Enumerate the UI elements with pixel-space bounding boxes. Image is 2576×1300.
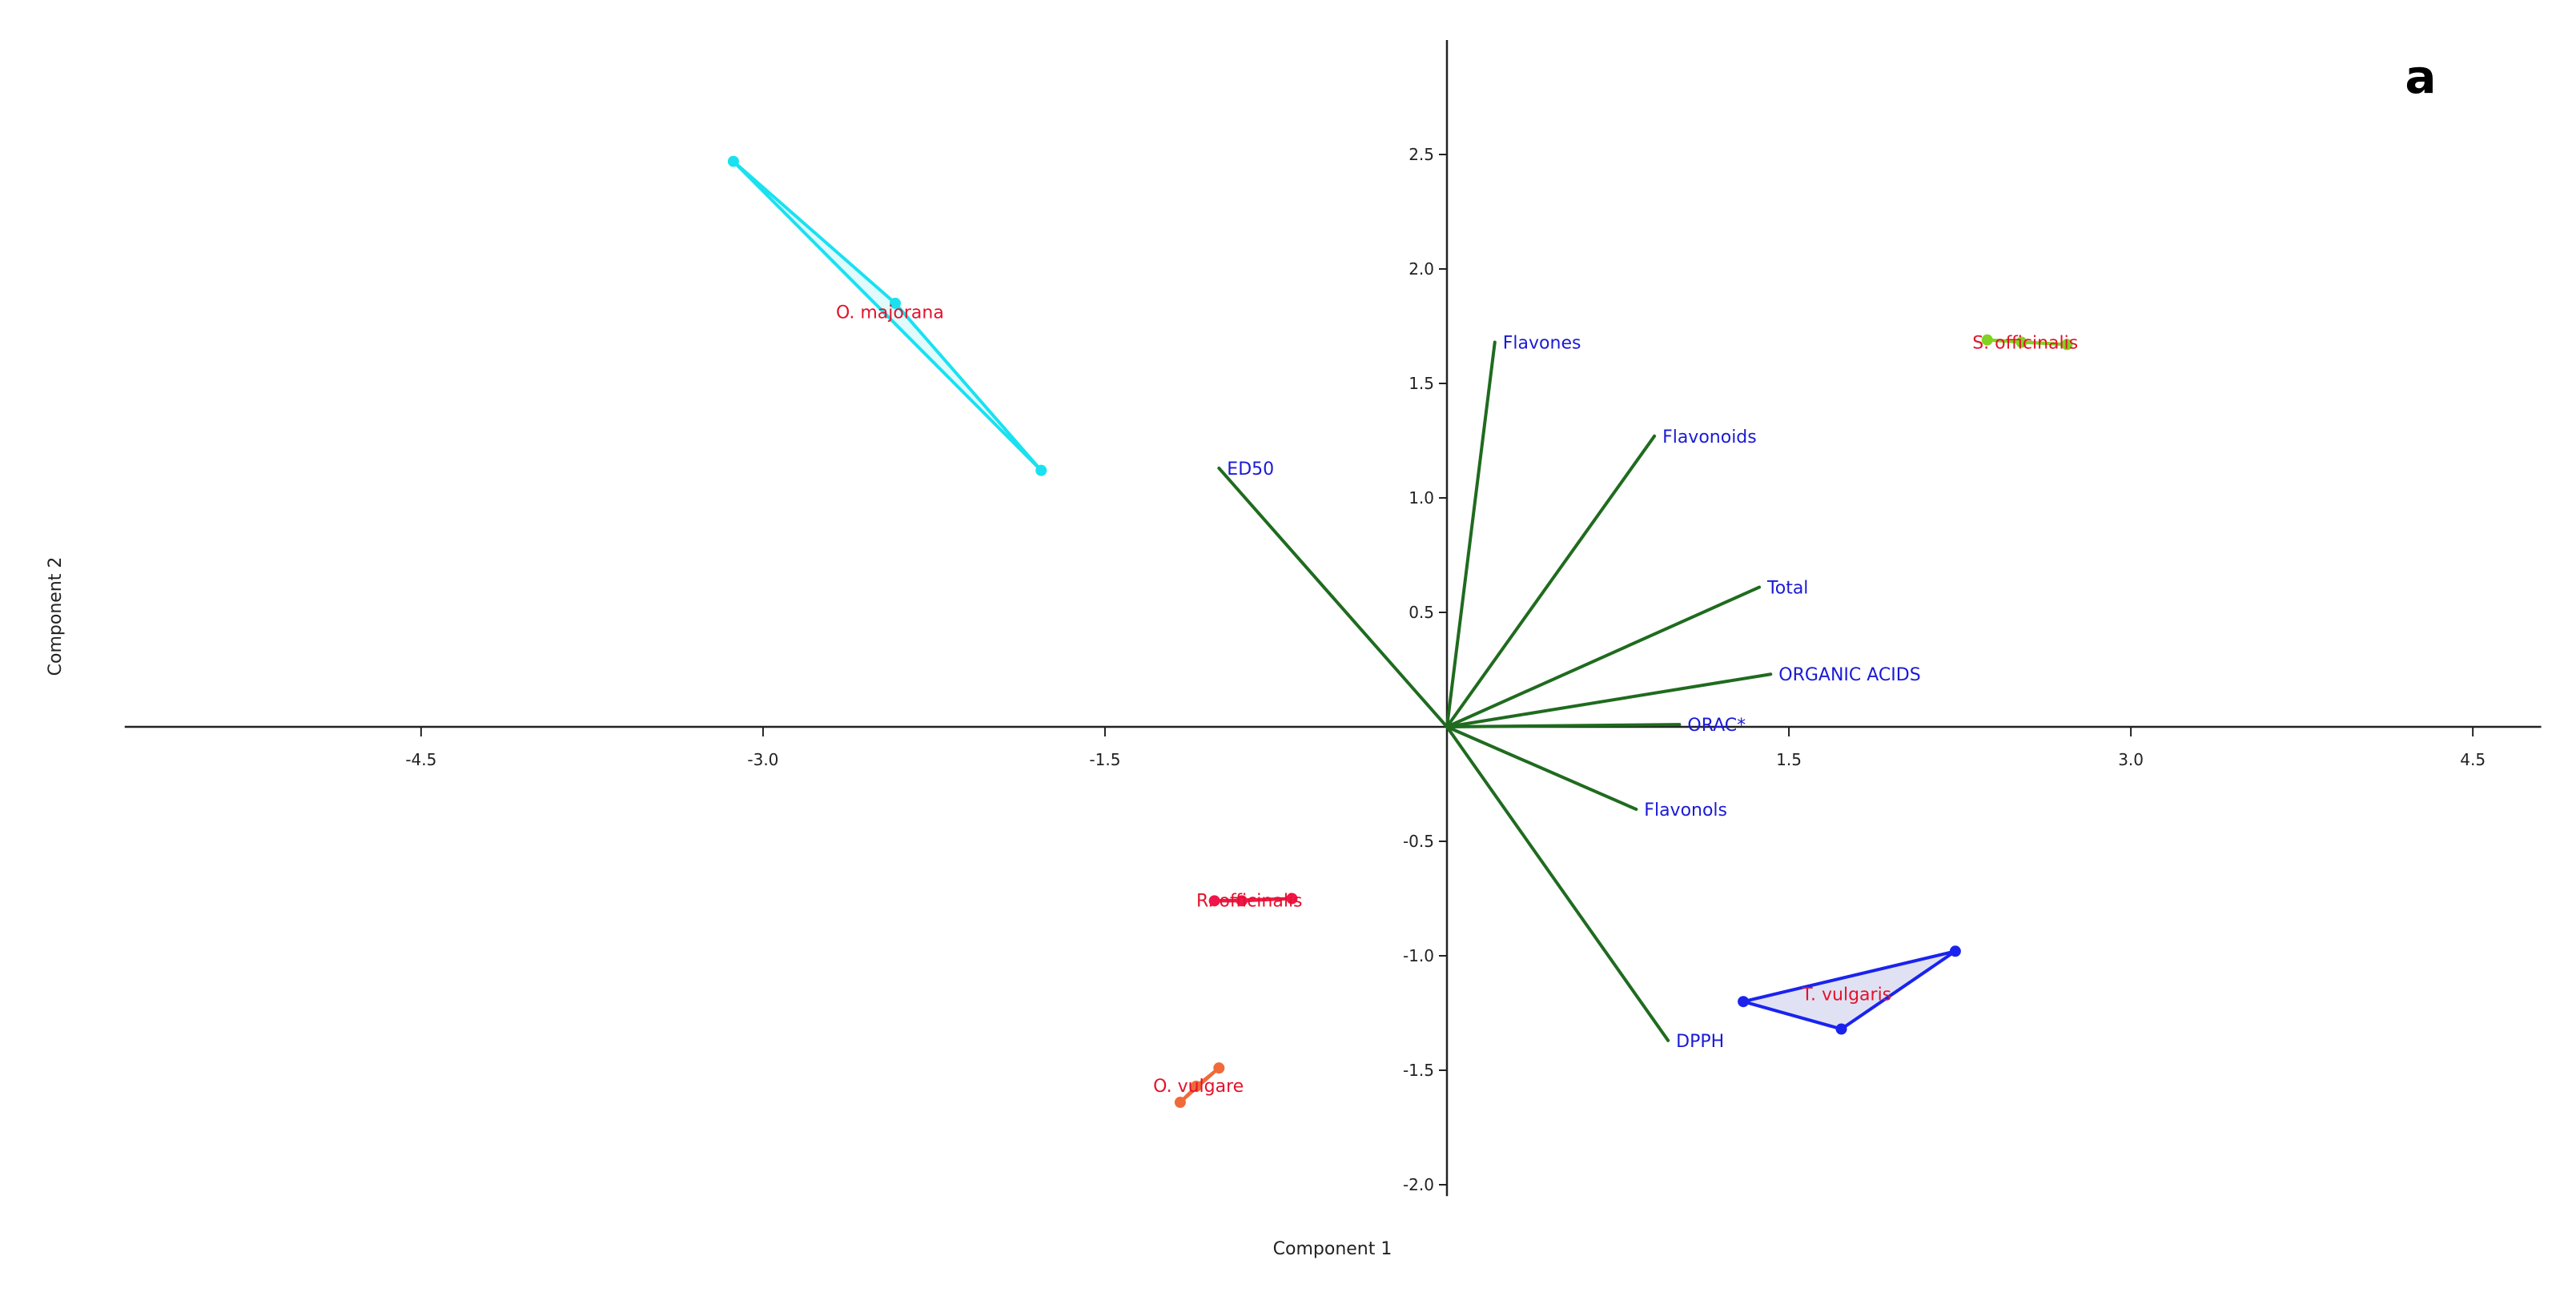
group-label-s-officinalis: S. officinalis [1972, 334, 2078, 354]
y-tick-label: -2.0 [1403, 1175, 1434, 1194]
loading-label-orac: ORAC* [1687, 716, 1746, 736]
group-point-o-majorana [1035, 464, 1047, 476]
loading-vector-organic-acids [1445, 672, 1773, 728]
group-point-o-vulgare [1190, 1081, 1202, 1093]
y-tick-label: -1.5 [1403, 1061, 1434, 1080]
loading-label-flavones: Flavones [1503, 334, 1581, 354]
group-point-t-vulgaris [1738, 996, 1750, 1008]
loading-vector-flavonoids [1445, 434, 1657, 728]
loading-vector-orac [1445, 723, 1682, 728]
group-point-s-officinalis [2015, 336, 2027, 348]
loading-label-flavonoids: Flavonoids [1662, 427, 1757, 447]
loading-vector-ed50 [1217, 466, 1449, 728]
y-tick-label: 2.5 [1409, 145, 1434, 164]
loading-label-dpph: DPPH [1676, 1032, 1724, 1052]
loading-label-flavonols: Flavonols [1644, 800, 1727, 821]
group-point-r-officinalis [1208, 895, 1220, 907]
group-label-t-vulgaris: T. vulgaris [1801, 985, 1891, 1005]
group-point-o-vulgare [1174, 1097, 1186, 1109]
loading-vector-flavonols [1445, 725, 1638, 811]
y-tick-label: 1.5 [1409, 374, 1434, 393]
x-tick-label: 1.5 [1776, 750, 1802, 769]
y-tick-label: -1.0 [1403, 946, 1434, 965]
loading-label-ed50: ED50 [1227, 459, 1274, 479]
x-tick-label: -4.5 [405, 750, 436, 769]
y-tick-label: 0.5 [1409, 603, 1434, 622]
group-point-t-vulgaris [1949, 945, 1961, 957]
x-tick-label: -1.5 [1089, 750, 1120, 769]
y-tick-label: 2.0 [1409, 259, 1434, 279]
group-label-o-majorana: O. majorana [836, 303, 944, 323]
y-tick-label: 1.0 [1409, 488, 1434, 508]
loading-label-organic-acids: ORGANIC ACIDS [1778, 665, 1920, 685]
group-point-t-vulgaris [1835, 1023, 1847, 1035]
y-tick-label: -0.5 [1403, 832, 1434, 851]
group-point-o-majorana [727, 155, 739, 167]
loading-vector-dpph [1445, 725, 1670, 1042]
group-hull-s-officinalis [1985, 338, 2069, 347]
group-point-r-officinalis [1286, 893, 1298, 905]
group-hull-o-majorana [731, 159, 1043, 472]
group-hull-r-officinalis [1212, 897, 1294, 903]
x-tick-label: -3.0 [747, 750, 778, 769]
loading-label-total: Total [1766, 579, 1808, 599]
group-point-s-officinalis [1981, 334, 1993, 346]
x-tick-label: 4.5 [2460, 750, 2486, 769]
group-point-o-majorana [890, 297, 902, 309]
x-tick-label: 3.0 [2118, 750, 2144, 769]
group-label-o-vulgare: O. vulgare [1153, 1077, 1244, 1097]
group-point-r-officinalis [1236, 895, 1248, 907]
x-axis-title: Component 1 [1273, 1239, 1392, 1259]
y-axis-title: Component 2 [46, 557, 66, 676]
group-hull-t-vulgaris [1742, 949, 1957, 1031]
loading-vector-flavones [1445, 340, 1497, 728]
group-label-r-officinalis: R. officinalis [1196, 891, 1303, 911]
loading-vector-total [1445, 585, 1762, 728]
group-point-o-vulgare [1213, 1062, 1225, 1074]
panel-label: a [2405, 50, 2436, 104]
group-point-s-officinalis [2061, 339, 2073, 351]
